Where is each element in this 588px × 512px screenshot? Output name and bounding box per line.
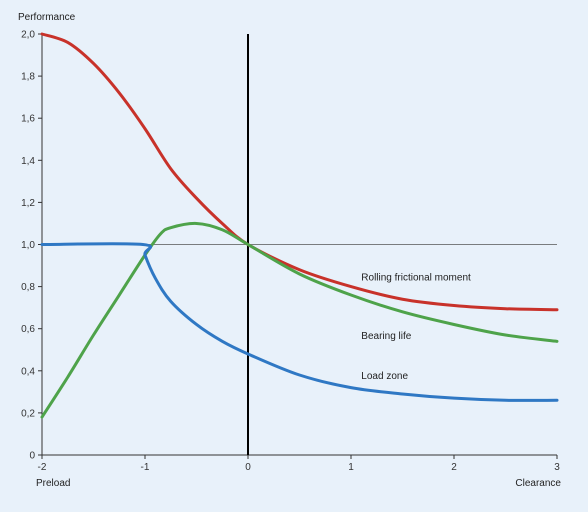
x-tick-label: 2 xyxy=(451,462,457,473)
annotation-rolling-frictional-moment: Rolling frictional moment xyxy=(361,272,471,283)
y-tick-label: 0,6 xyxy=(21,324,35,335)
y-tick-label: 1,6 xyxy=(21,114,35,125)
y-axis-title: Performance xyxy=(18,12,76,23)
y-tick-label: 0 xyxy=(29,451,35,462)
label-layer: 0 0,2 0,4 0,6 0,8 1,0 1,2 1,4 1,6 1,8 2,0 -2 -1 0 1 2 3 R… xyxy=(21,30,560,474)
y-tick-label: 1,0 xyxy=(21,240,35,251)
series-line-rolling-frictional-moment xyxy=(40,32,559,312)
x-tick-label: -1 xyxy=(141,462,150,473)
x-axis-right-label: Clearance xyxy=(515,478,561,489)
y-tick-label: 0,4 xyxy=(21,366,35,377)
y-tick-label: 2,0 xyxy=(21,30,35,41)
x-tick-label: 0 xyxy=(245,462,251,473)
y-tick-label: 1,2 xyxy=(21,198,35,209)
y-tick-label: 0,2 xyxy=(21,408,35,419)
series-layer xyxy=(40,32,559,419)
annotation-bearing-life: Bearing life xyxy=(361,331,411,342)
series-line-bearing-life xyxy=(40,221,559,419)
y-tick-label: 0,8 xyxy=(21,282,35,293)
y-tick-label: 1,8 xyxy=(21,72,35,83)
x-tick-label: -2 xyxy=(38,462,47,473)
x-tick-label: 1 xyxy=(348,462,354,473)
y-tick-label: 1,4 xyxy=(21,156,35,167)
x-tick-label: 3 xyxy=(554,462,560,473)
x-axis-left-label: Preload xyxy=(36,478,70,489)
series-line-load-zone xyxy=(40,242,559,402)
annotation-load-zone: Load zone xyxy=(361,371,408,382)
